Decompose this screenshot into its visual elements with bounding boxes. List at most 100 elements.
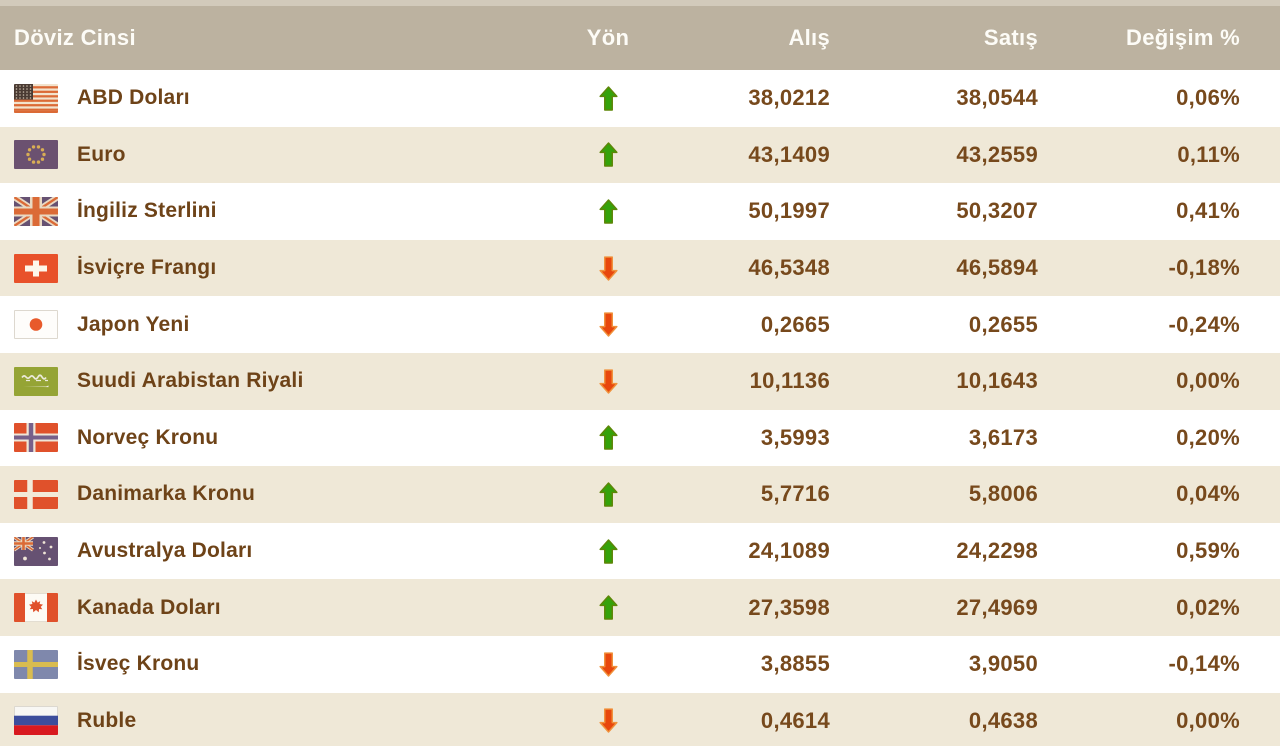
down-arrow-icon xyxy=(598,652,618,677)
table-row: Japon Yeni 0,2665 0,2655 -0,24% xyxy=(0,296,1280,353)
down-arrow-icon xyxy=(598,255,618,281)
currency-cell: Japon Yeni xyxy=(14,310,560,340)
currency-name: İsviçre Frangı xyxy=(77,256,217,280)
col-header-buy: Alış xyxy=(788,25,830,50)
change-percent: -0,14% xyxy=(1168,651,1240,677)
currency-name: İsveç Kronu xyxy=(77,652,200,676)
norway-flag-icon xyxy=(14,423,58,453)
sell-rate: 0,4638 xyxy=(968,707,1038,733)
denmark-flag-icon xyxy=(14,479,58,509)
australia-flag-icon xyxy=(14,536,58,566)
table-row: Ruble 0,4614 0,4638 0,00% xyxy=(0,692,1280,746)
table-body: ABD Doları 38,0212 38,0544 0,06% Euro 43… xyxy=(0,70,1280,746)
direction-cell xyxy=(560,652,656,677)
buy-rate: 0,2665 xyxy=(760,311,830,337)
buy-rate: 5,7716 xyxy=(760,481,830,507)
russia-flag-icon xyxy=(14,706,58,736)
buy-rate: 38,0212 xyxy=(748,85,830,111)
currency-name: Ruble xyxy=(77,708,137,732)
table-row: Norveç Kronu 3,5993 3,6173 0,20% xyxy=(0,409,1280,467)
saudi-arabia-flag-icon xyxy=(14,366,58,396)
up-arrow-icon xyxy=(598,86,618,111)
us-flag-icon xyxy=(14,83,58,113)
table-row: Euro 43,1409 43,2559 0,11% xyxy=(0,126,1280,184)
sell-rate: 0,2655 xyxy=(968,311,1038,337)
direction-cell xyxy=(560,369,656,394)
table-row: İsviçre Frangı 46,5348 46,5894 -0,18% xyxy=(0,239,1280,297)
table-row: İngiliz Sterlini 50,1997 50,3207 0,41% xyxy=(0,183,1280,240)
currency-cell: İsviçre Frangı xyxy=(14,253,560,283)
canada-flag-icon xyxy=(14,593,58,623)
direction-cell xyxy=(560,538,656,564)
up-arrow-icon xyxy=(598,425,618,451)
up-arrow-icon xyxy=(598,199,618,224)
change-percent: 0,41% xyxy=(1176,198,1240,224)
buy-rate: 50,1997 xyxy=(748,198,830,224)
table-row: Avustralya Doları 24,1089 24,2298 0,59% xyxy=(0,522,1280,580)
down-arrow-icon xyxy=(598,312,618,337)
currency-cell: Norveç Kronu xyxy=(14,423,560,453)
currency-name: İngiliz Sterlini xyxy=(77,199,217,223)
currency-name: Kanada Doları xyxy=(77,595,221,619)
sweden-flag-icon xyxy=(14,649,58,679)
currency-name: Norveç Kronu xyxy=(77,425,219,449)
change-percent: -0,18% xyxy=(1168,255,1240,281)
buy-rate: 0,4614 xyxy=(760,707,830,733)
col-header-currency: Döviz Cinsi xyxy=(14,25,136,50)
table-row: ABD Doları 38,0212 38,0544 0,06% xyxy=(0,70,1280,127)
eu-flag-icon xyxy=(14,140,58,170)
change-percent: 0,00% xyxy=(1176,368,1240,394)
direction-cell xyxy=(560,255,656,281)
table-header: Döviz Cinsi Yön Alış Satış Değişim % xyxy=(0,6,1280,70)
sell-rate: 38,0544 xyxy=(956,85,1038,111)
direction-cell xyxy=(560,142,656,168)
change-percent: 0,06% xyxy=(1176,85,1240,111)
table-row: İsveç Kronu 3,8855 3,9050 -0,14% xyxy=(0,635,1280,693)
sell-rate: 43,2559 xyxy=(956,141,1038,167)
currency-cell: Suudi Arabistan Riyali xyxy=(14,366,560,396)
direction-cell xyxy=(560,312,656,337)
direction-cell xyxy=(560,482,656,507)
currency-cell: Euro xyxy=(14,140,560,170)
up-arrow-icon xyxy=(598,482,618,507)
sell-rate: 50,3207 xyxy=(956,198,1038,224)
currency-cell: Avustralya Doları xyxy=(14,536,560,566)
change-percent: 0,59% xyxy=(1176,538,1240,564)
col-header-direction: Yön xyxy=(586,25,630,50)
currency-name: Euro xyxy=(77,142,126,166)
col-header-sell: Satış xyxy=(983,25,1038,50)
change-percent: 0,04% xyxy=(1176,481,1240,507)
buy-rate: 10,1136 xyxy=(749,368,830,394)
buy-rate: 24,1089 xyxy=(748,538,830,564)
currency-cell: Danimarka Kronu xyxy=(14,479,560,509)
change-percent: 0,02% xyxy=(1176,594,1240,620)
sell-rate: 3,6173 xyxy=(968,424,1038,450)
table-row: Suudi Arabistan Riyali 10,1136 10,1643 0… xyxy=(0,352,1280,410)
currency-name: ABD Doları xyxy=(77,86,190,110)
currency-cell: Kanada Doları xyxy=(14,593,560,623)
currency-name: Suudi Arabistan Riyali xyxy=(77,369,304,393)
up-arrow-icon xyxy=(598,538,618,564)
direction-cell xyxy=(560,199,656,224)
buy-rate: 3,5993 xyxy=(760,424,830,450)
top-strip xyxy=(0,0,1280,6)
down-arrow-icon xyxy=(598,708,618,734)
sell-rate: 24,2298 xyxy=(956,538,1038,564)
down-arrow-icon xyxy=(598,369,618,394)
currency-name: Japon Yeni xyxy=(77,312,190,336)
up-arrow-icon xyxy=(598,142,618,168)
sell-rate: 27,4969 xyxy=(956,594,1038,620)
change-percent: 0,20% xyxy=(1176,424,1240,450)
buy-rate: 43,1409 xyxy=(748,141,830,167)
direction-cell xyxy=(560,425,656,451)
direction-cell xyxy=(560,595,656,620)
currency-cell: İsveç Kronu xyxy=(14,649,560,679)
direction-cell xyxy=(560,86,656,111)
switzerland-flag-icon xyxy=(14,253,58,283)
up-arrow-icon xyxy=(598,595,618,620)
sell-rate: 3,9050 xyxy=(968,651,1038,677)
table-row: Kanada Doları 27,3598 27,4969 0,02% xyxy=(0,579,1280,636)
buy-rate: 27,3598 xyxy=(748,594,830,620)
col-header-change: Değişim % xyxy=(1126,25,1240,50)
